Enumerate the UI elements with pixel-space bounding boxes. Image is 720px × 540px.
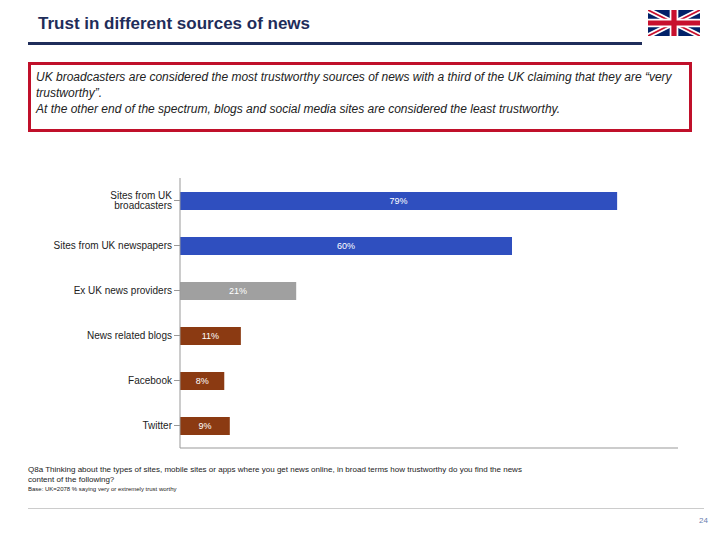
html-text:At the other end of the spectr: At the other end of the spectrum, blogs … — [36, 102, 561, 116]
html-text:Trust in different sources of: Trust in different sources of news — [38, 14, 311, 33]
svg-text:Twitter: Twitter — [143, 420, 173, 431]
html-text:UK broadcasters are considered: UK broadcasters are considered the most … — [36, 70, 672, 100]
svg-text:News related blogs: News related blogs — [87, 330, 172, 341]
svg-text:60%: 60% — [337, 241, 355, 251]
svg-text:9%: 9% — [198, 421, 211, 431]
svg-text:Sites from UKbroadcasters: Sites from UKbroadcasters — [110, 190, 172, 211]
svg-text:Ex UK news providers: Ex UK news providers — [74, 285, 172, 296]
svg-text:79%: 79% — [390, 196, 408, 206]
html-text:Base: UK=2078 % saying very or: Base: UK=2078 % saying very or extremely… — [28, 486, 177, 492]
html-text:24: 24 — [699, 516, 708, 525]
svg-text:Facebook: Facebook — [128, 375, 173, 386]
svg-text:11%: 11% — [202, 331, 219, 341]
svg-text:Sites from UK newspapers: Sites from UK newspapers — [54, 240, 172, 251]
html-text:Q8a Thinking about the types o: Q8a Thinking about the types of sites, m… — [28, 465, 522, 484]
svg-text:8%: 8% — [196, 376, 209, 386]
svg-text:21%: 21% — [229, 286, 247, 296]
